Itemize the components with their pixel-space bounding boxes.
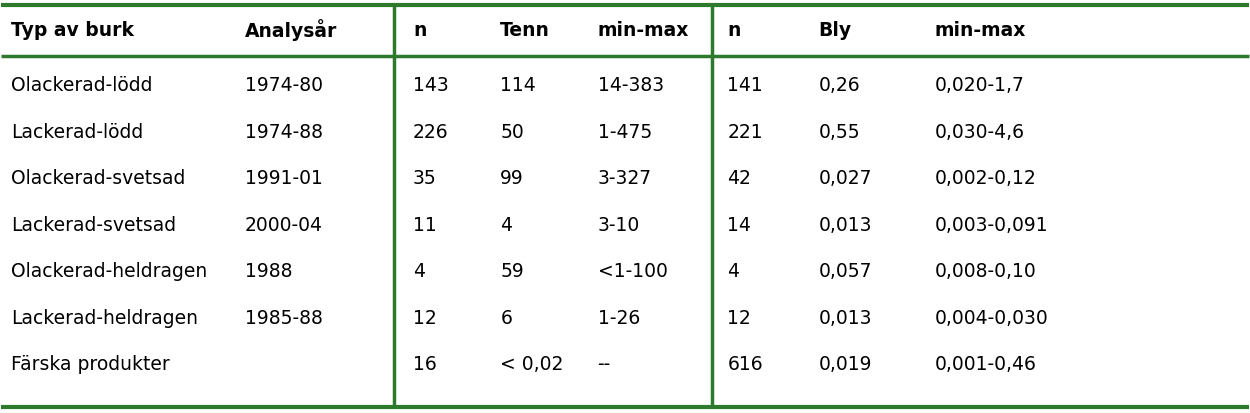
Text: Färska produkter: Färska produkter [11, 354, 170, 373]
Text: 0,013: 0,013 [819, 215, 871, 234]
Text: Tenn: Tenn [500, 21, 550, 40]
Text: 1-26: 1-26 [598, 308, 640, 327]
Text: 42: 42 [728, 169, 751, 188]
Text: 1-475: 1-475 [598, 122, 651, 141]
Text: <1-100: <1-100 [598, 261, 668, 280]
Text: 0,027: 0,027 [819, 169, 871, 188]
Text: 2000-04: 2000-04 [245, 215, 322, 234]
Text: 0,004-0,030: 0,004-0,030 [934, 308, 1048, 327]
Text: 0,26: 0,26 [819, 76, 860, 95]
Text: 12: 12 [728, 308, 751, 327]
Text: Lackerad-lödd: Lackerad-lödd [11, 122, 144, 141]
Text: 59: 59 [500, 261, 524, 280]
Text: 143: 143 [412, 76, 449, 95]
Text: 226: 226 [412, 122, 449, 141]
Text: 0,008-0,10: 0,008-0,10 [934, 261, 1036, 280]
Text: 99: 99 [500, 169, 524, 188]
Text: Olackerad-lödd: Olackerad-lödd [11, 76, 152, 95]
Text: 616: 616 [728, 354, 762, 373]
Text: < 0,02: < 0,02 [500, 354, 564, 373]
Text: 16: 16 [412, 354, 436, 373]
Text: 1988: 1988 [245, 261, 292, 280]
Text: 0,019: 0,019 [819, 354, 871, 373]
Text: 1985-88: 1985-88 [245, 308, 322, 327]
Text: 12: 12 [412, 308, 436, 327]
Text: 1991-01: 1991-01 [245, 169, 322, 188]
Text: 0,013: 0,013 [819, 308, 871, 327]
Text: 6: 6 [500, 308, 512, 327]
Text: Analysår: Analysår [245, 19, 338, 41]
Text: min-max: min-max [934, 21, 1026, 40]
Text: n: n [728, 21, 741, 40]
Text: 14-383: 14-383 [598, 76, 664, 95]
Text: 0,55: 0,55 [819, 122, 860, 141]
Text: 0,057: 0,057 [819, 261, 871, 280]
Text: 0,030-4,6: 0,030-4,6 [934, 122, 1024, 141]
Text: 114: 114 [500, 76, 536, 95]
Text: 221: 221 [728, 122, 762, 141]
Text: 4: 4 [500, 215, 512, 234]
Text: 0,002-0,12: 0,002-0,12 [934, 169, 1036, 188]
Text: 141: 141 [728, 76, 762, 95]
Text: Olackerad-svetsad: Olackerad-svetsad [11, 169, 186, 188]
Text: 11: 11 [412, 215, 436, 234]
Text: 0,020-1,7: 0,020-1,7 [934, 76, 1024, 95]
Text: 1974-80: 1974-80 [245, 76, 322, 95]
Text: 35: 35 [412, 169, 436, 188]
Text: 0,001-0,46: 0,001-0,46 [934, 354, 1036, 373]
Text: 1974-88: 1974-88 [245, 122, 322, 141]
Text: 3-10: 3-10 [598, 215, 640, 234]
Text: 0,003-0,091: 0,003-0,091 [934, 215, 1048, 234]
Text: 4: 4 [412, 261, 425, 280]
Text: Olackerad-heldragen: Olackerad-heldragen [11, 261, 208, 280]
Text: Typ av burk: Typ av burk [11, 21, 134, 40]
Text: Lackerad-svetsad: Lackerad-svetsad [11, 215, 176, 234]
Text: 14: 14 [728, 215, 751, 234]
Text: 50: 50 [500, 122, 524, 141]
Text: 3-327: 3-327 [598, 169, 651, 188]
Text: Bly: Bly [819, 21, 851, 40]
Text: Lackerad-heldragen: Lackerad-heldragen [11, 308, 199, 327]
Text: --: -- [598, 354, 611, 373]
Text: n: n [412, 21, 426, 40]
Text: min-max: min-max [598, 21, 689, 40]
Text: 4: 4 [728, 261, 739, 280]
